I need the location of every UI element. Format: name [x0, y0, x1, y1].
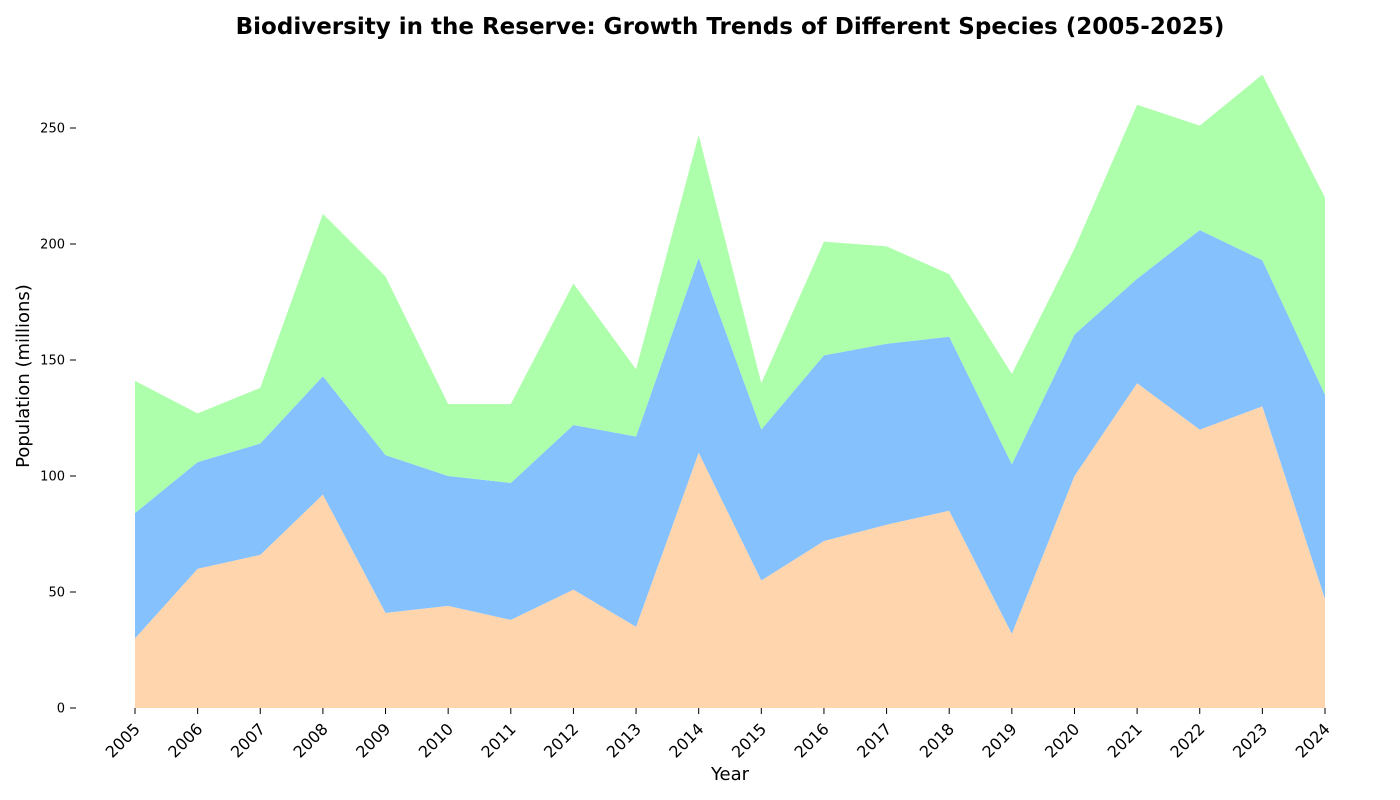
chart-title: Biodiversity in the Reserve: Growth Tren… — [236, 14, 1225, 40]
y-tick-label: 200 — [40, 238, 65, 253]
area-series-1 — [135, 383, 1325, 708]
x-tick-label: 2009 — [352, 719, 394, 761]
x-tick-label: 2024 — [1292, 719, 1334, 761]
x-tick-label: 2020 — [1041, 719, 1083, 761]
y-tick-label: 250 — [40, 122, 65, 137]
area-layers — [135, 74, 1325, 708]
y-tick-label: 100 — [40, 470, 65, 485]
x-tick-label: 2015 — [728, 719, 770, 761]
y-tick-label: 0 — [57, 702, 65, 717]
x-tick-label: 2005 — [102, 719, 144, 761]
y-axis-label: Population (millions) — [13, 284, 34, 468]
x-tick-label: 2023 — [1229, 719, 1271, 761]
x-tick-label: 2013 — [603, 719, 645, 761]
y-tick-label: 150 — [40, 354, 65, 369]
x-tick-label: 2018 — [916, 719, 958, 761]
y-tick-label: 50 — [48, 586, 65, 601]
x-tick-label: 2012 — [540, 719, 582, 761]
x-axis-label: Year — [710, 764, 750, 785]
x-tick-label: 2006 — [164, 719, 206, 761]
x-tick-label: 2016 — [791, 719, 833, 761]
x-tick-label: 2014 — [665, 719, 707, 761]
x-tick-label: 2021 — [1104, 719, 1146, 761]
x-tick-label: 2022 — [1166, 719, 1208, 761]
x-tick-label: 2011 — [477, 719, 519, 761]
x-tick-label: 2007 — [227, 719, 269, 761]
x-tick-label: 2019 — [978, 719, 1020, 761]
y-axis: 0 50 100 150 200 250 — [40, 122, 76, 717]
x-axis: 2005 2006 2007 2008 2009 2010 2011 2012 2013 2014… — [102, 708, 1334, 762]
area-series-2 — [135, 230, 1325, 639]
x-tick-label: 2008 — [289, 719, 331, 761]
x-tick-label: 2010 — [415, 719, 457, 761]
x-tick-label: 2017 — [853, 719, 895, 761]
area-series-3 — [135, 74, 1325, 514]
